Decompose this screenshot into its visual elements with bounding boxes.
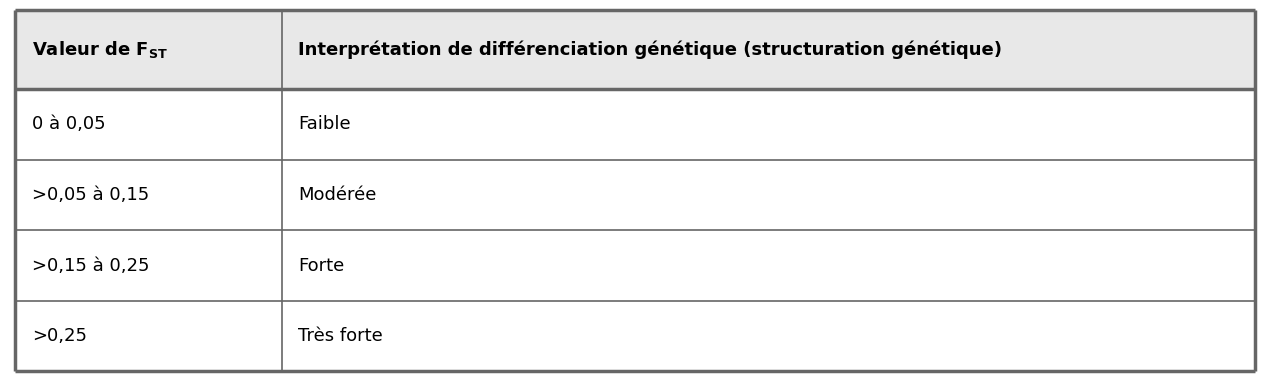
- Text: Faible: Faible: [298, 115, 351, 133]
- Bar: [15, 160, 282, 230]
- Text: Forte: Forte: [298, 257, 344, 275]
- Bar: [15, 10, 282, 89]
- Text: 0 à 0,05: 0 à 0,05: [32, 115, 105, 133]
- Text: Très forte: Très forte: [298, 327, 384, 345]
- Bar: [282, 160, 1255, 230]
- Bar: [15, 89, 282, 160]
- Text: Valeur de F$_{\mathbf{ST}}$: Valeur de F$_{\mathbf{ST}}$: [32, 39, 168, 60]
- Text: Interprétation de différenciation génétique (structuration génétique): Interprétation de différenciation généti…: [298, 40, 1002, 59]
- Bar: [282, 301, 1255, 371]
- Text: >0,25: >0,25: [32, 327, 86, 345]
- Text: >0,05 à 0,15: >0,05 à 0,15: [32, 186, 149, 204]
- Bar: [282, 230, 1255, 301]
- Bar: [15, 301, 282, 371]
- Text: Modérée: Modérée: [298, 186, 377, 204]
- Bar: [282, 89, 1255, 160]
- Text: >0,15 à 0,25: >0,15 à 0,25: [32, 257, 150, 275]
- Bar: [15, 230, 282, 301]
- Bar: [282, 10, 1255, 89]
